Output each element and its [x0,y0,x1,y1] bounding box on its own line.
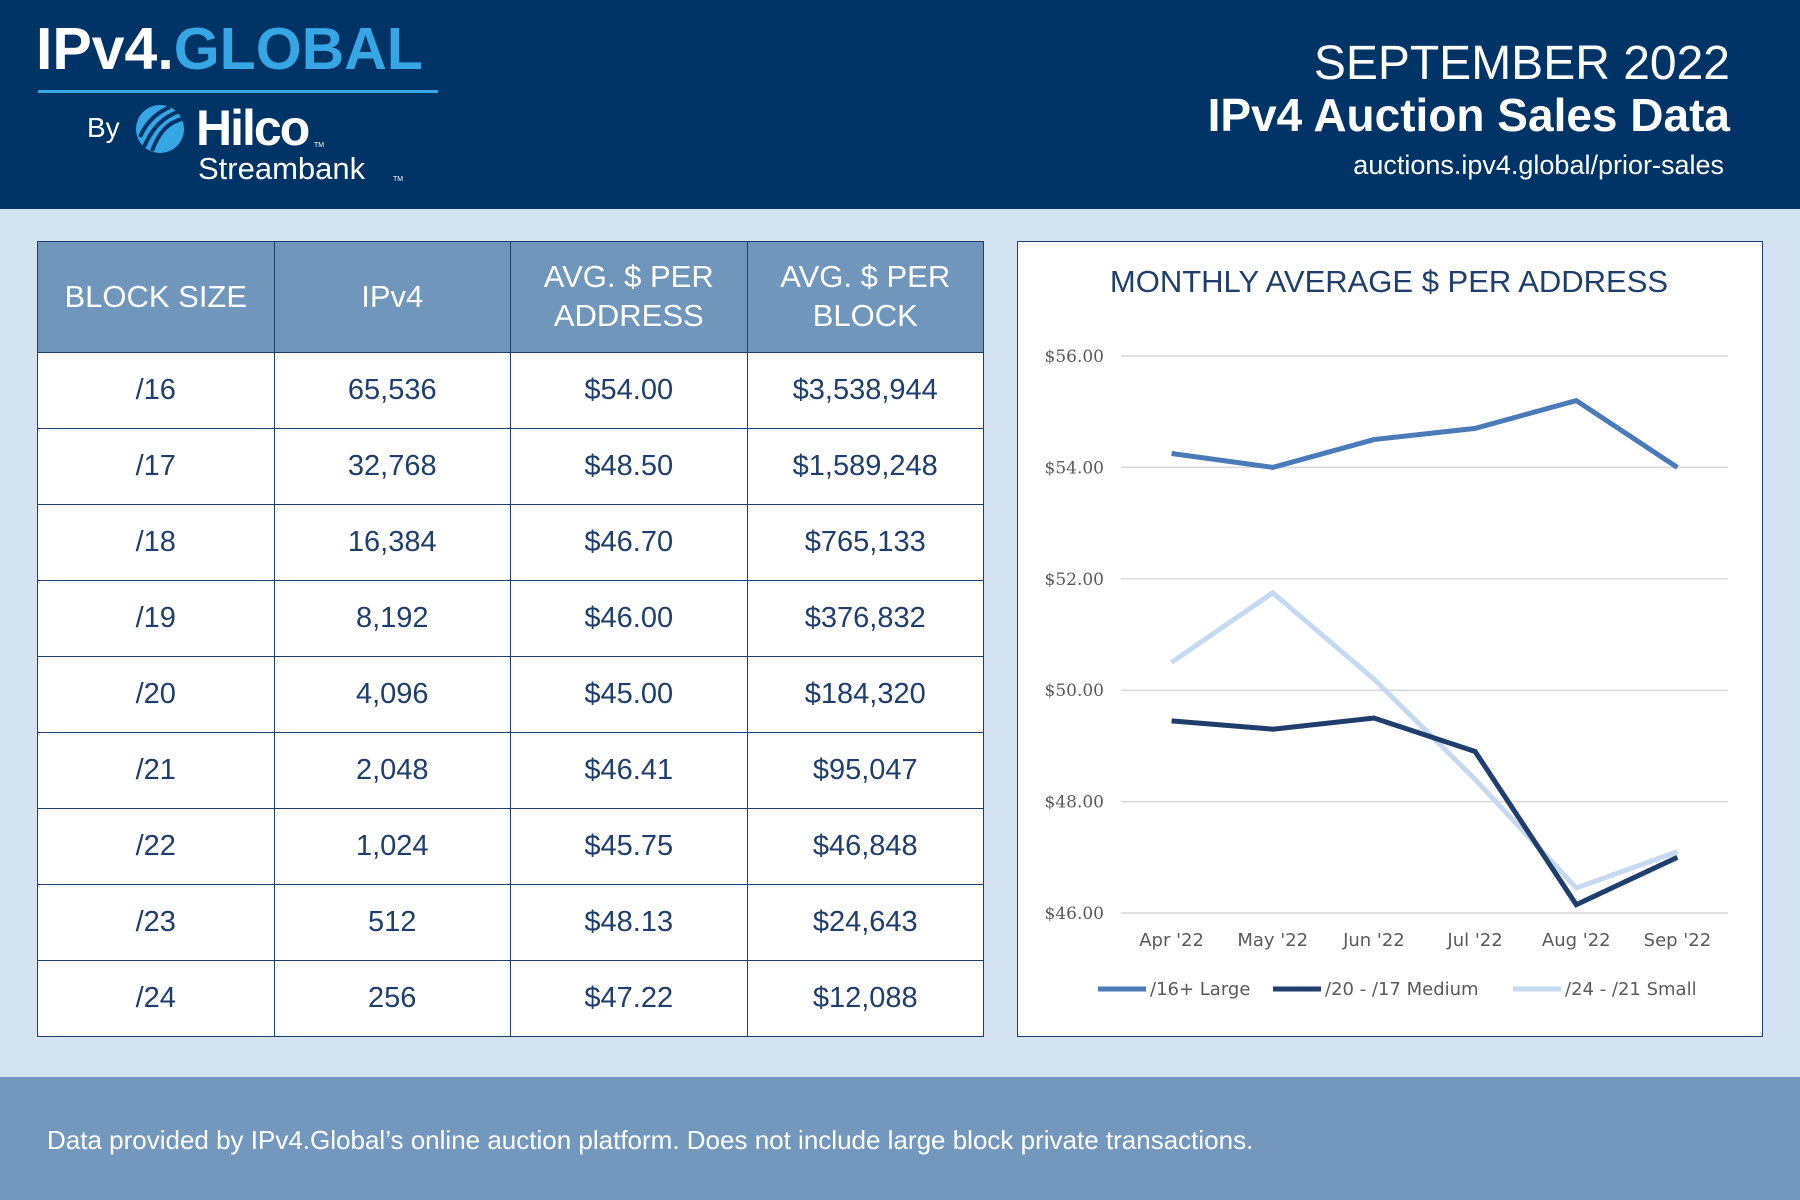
y-tick-label: $50.00 [1045,681,1104,701]
table-cell: 32,768 [273,428,511,505]
line-chart: MONTHLY AVERAGE $ PER ADDRESS $46.00 $48.0… [1045,264,1728,1000]
table-cell: /17 [37,428,275,505]
table-cell: /21 [37,732,275,809]
table-row: /24 256 $47.22 $12,088 [37,960,984,1037]
partner-name: Hilco [196,100,310,156]
x-tick-label: May '22 [1237,930,1308,951]
column-header: BLOCK SIZE [37,241,275,353]
table-cell: $45.00 [510,656,748,733]
table-cell: $3,538,944 [746,352,984,429]
table-cell: 1,024 [273,808,511,885]
table-cell: 512 [273,884,511,961]
table-cell: $54.00 [510,352,748,429]
table-cell: /20 [37,656,275,733]
series-line [1171,397,1679,470]
brand-logo: IPv4.GLOBAL [36,16,423,82]
page-title: IPv4 Auction Sales Data [1207,89,1730,141]
chart-title: MONTHLY AVERAGE $ PER ADDRESS [1110,264,1668,299]
legend-label: /16+ Large [1150,979,1250,1000]
header-banner: IPv4.GLOBAL By Hilco TM Streambank TM SE… [0,0,1800,209]
table-cell: /23 [37,884,275,961]
table-cell: $46.41 [510,732,748,809]
report-month: SEPTEMBER 2022 [1313,37,1730,90]
table-cell: $765,133 [746,504,984,581]
table-cell: $95,047 [746,732,984,809]
table-cell: $48.13 [510,884,748,961]
partner-subname: Streambank [198,151,366,186]
table-cell: $12,088 [746,960,984,1037]
y-tick-label: $54.00 [1045,458,1104,478]
x-tick-label: Jun '22 [1342,930,1405,951]
table-cell: 16,384 [273,504,511,581]
table-cell: $47.22 [510,960,748,1037]
y-tick-label: $56.00 [1045,347,1104,367]
y-tick-label: $46.00 [1045,904,1104,924]
sales-table: BLOCK SIZE IPv4 AVG. $ PER ADDRESS AVG. $… [37,241,984,1037]
table-cell: 4,096 [273,656,511,733]
table-row: /16 65,536 $54.00 $3,538,944 [37,352,984,429]
footer-bar: Data provided by IPv4.Global’s online au… [0,1077,1800,1200]
table-cell: $48.50 [510,428,748,505]
table-cell: $46.00 [510,580,748,657]
table-cell: 256 [273,960,511,1037]
table-cell: /22 [37,808,275,885]
table-row: /22 1,024 $45.75 $46,848 [37,808,984,885]
hilco-swoosh-icon [136,105,184,153]
series-line [1170,589,1679,891]
trademark-mark: TM [393,176,404,183]
table-cell: $46.70 [510,504,748,581]
column-header: IPv4 [273,241,511,353]
x-tick-label: Sep '22 [1644,930,1712,951]
trademark-mark: TM [314,142,325,149]
chart-panel: MONTHLY AVERAGE $ PER ADDRESS $46.00 $48.0… [1017,241,1763,1037]
table-cell: $1,589,248 [746,428,984,505]
column-header: AVG. $ PER BLOCK [746,241,984,353]
table-row: /18 16,384 $46.70 $765,133 [37,504,984,581]
table-row: /20 4,096 $45.00 $184,320 [37,656,984,733]
legend-label: /24 - /21 Small [1565,979,1697,1000]
table-header-row: BLOCK SIZE IPv4 AVG. $ PER ADDRESS AVG. $… [37,241,984,353]
x-tick-label: Aug '22 [1542,930,1611,951]
logo-underline [38,90,438,93]
table-row: /19 8,192 $46.00 $376,832 [37,580,984,657]
table-cell: /18 [37,504,275,581]
table-cell: 2,048 [273,732,511,809]
series-line [1171,715,1679,908]
table-cell: $184,320 [746,656,984,733]
x-tick-label: Apr '22 [1139,930,1204,951]
table-cell: /24 [37,960,275,1037]
y-tick-label: $52.00 [1045,570,1104,590]
table-cell: $376,832 [746,580,984,657]
table-cell: /16 [37,352,275,429]
legend-label: /20 - /17 Medium [1325,979,1479,1000]
source-url: auctions.ipv4.global/prior-sales [1353,150,1724,180]
table-cell: $46,848 [746,808,984,885]
table-cell: 65,536 [273,352,511,429]
table-cell: 8,192 [273,580,511,657]
table-cell: /19 [37,580,275,657]
by-label: By [87,112,120,143]
column-header: AVG. $ PER ADDRESS [510,241,748,353]
x-tick-label: Jul '22 [1446,930,1502,951]
table-row: /23 512 $48.13 $24,643 [37,884,984,961]
table-cell: $24,643 [746,884,984,961]
footer-note: Data provided by IPv4.Global’s online au… [47,1125,1254,1155]
table-cell: $45.75 [510,808,748,885]
y-tick-label: $48.00 [1045,793,1104,813]
table-row: /21 2,048 $46.41 $95,047 [37,732,984,809]
table-row: /17 32,768 $48.50 $1,589,248 [37,428,984,505]
